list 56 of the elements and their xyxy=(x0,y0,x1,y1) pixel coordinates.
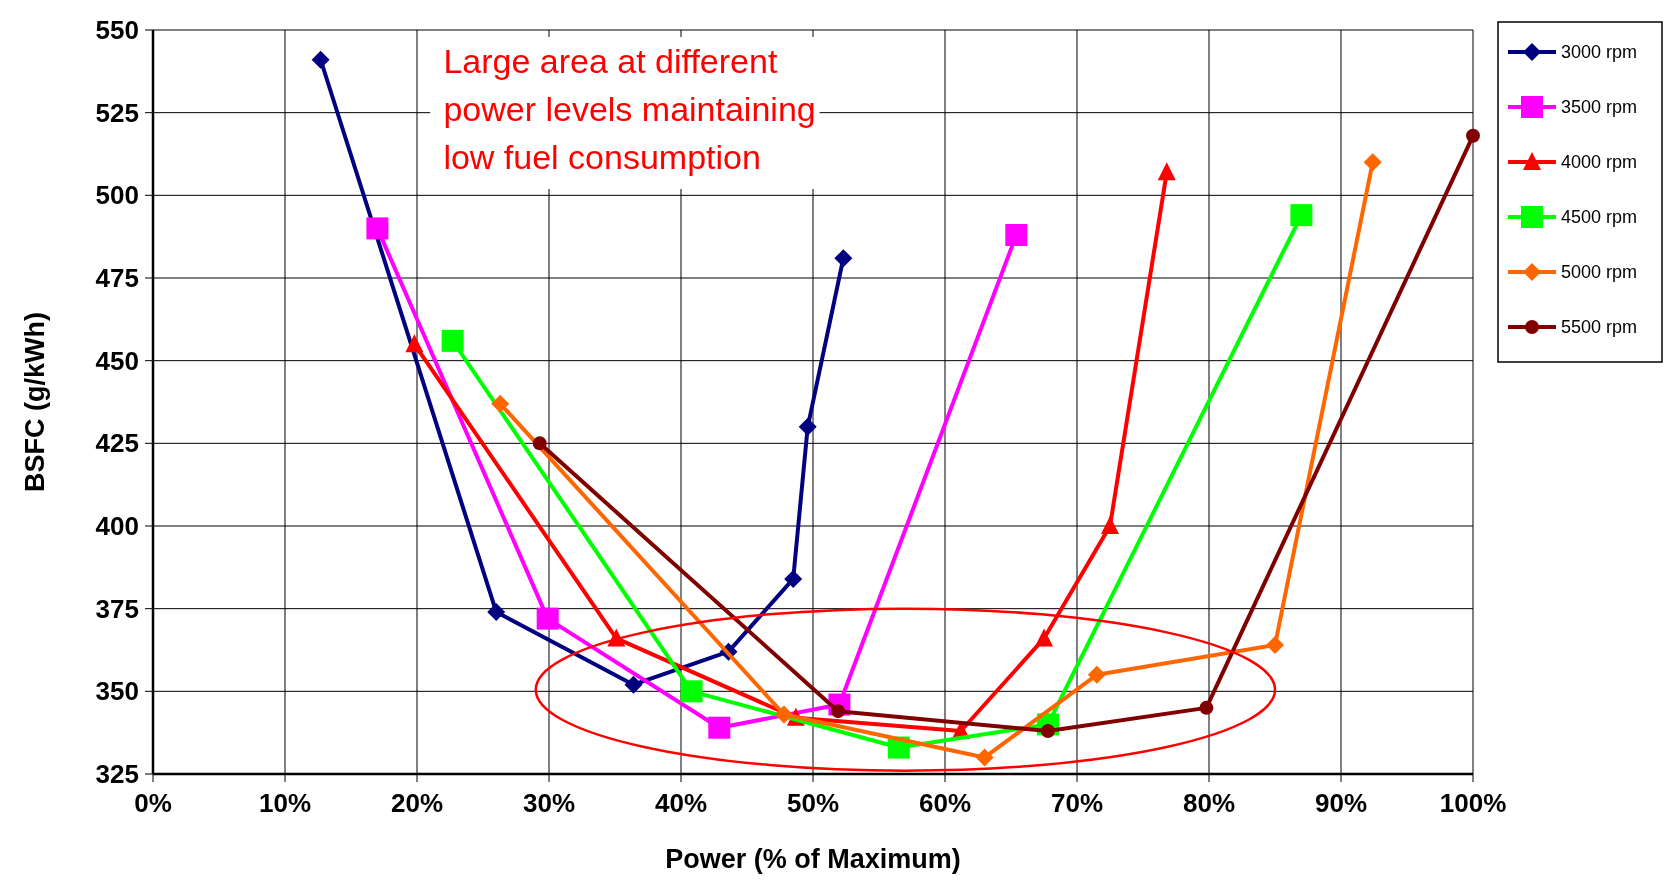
annotation: Large area at different power levels maintaining low fuel consumption xyxy=(443,41,816,176)
y-tick-label: 400 xyxy=(95,511,139,541)
y-tick-label: 500 xyxy=(95,180,139,211)
x-tick-label: 90% xyxy=(1314,788,1368,818)
y-tick-label: 350 xyxy=(95,676,139,707)
x-tick-label: 50% xyxy=(786,788,840,818)
point xyxy=(624,675,643,694)
point xyxy=(366,217,389,240)
point xyxy=(1157,162,1176,181)
point xyxy=(774,705,793,724)
point xyxy=(798,417,817,436)
x-tick-label: 20% xyxy=(390,788,444,818)
y-tick-label: 325 xyxy=(95,759,139,789)
point xyxy=(1466,128,1480,143)
x-tick-label: 100% xyxy=(1439,788,1507,818)
point xyxy=(441,329,464,352)
point xyxy=(536,607,559,630)
point xyxy=(1005,224,1028,247)
legend-label: 5000 rpm xyxy=(1561,262,1638,282)
x-tick-label: 60% xyxy=(918,788,972,818)
x-tick-label: 40% xyxy=(654,788,708,818)
point xyxy=(834,249,853,268)
point xyxy=(784,569,803,588)
point xyxy=(1087,665,1106,684)
legend-label: 3000 rpm xyxy=(1561,42,1638,62)
y-tick-label: 425 xyxy=(95,428,139,459)
y-tick-label: 375 xyxy=(95,593,139,624)
point xyxy=(1363,153,1382,172)
x-axis-title: Power (% of Maximum) xyxy=(665,844,961,874)
x-tick-label: 80% xyxy=(1182,788,1236,818)
point xyxy=(1266,636,1284,655)
y-tick-label: 450 xyxy=(95,345,139,376)
y-tick-label: 550 xyxy=(95,15,139,45)
point xyxy=(311,50,330,69)
legend-label: 3500 rpm xyxy=(1561,97,1638,117)
point xyxy=(975,748,994,767)
point xyxy=(1199,700,1214,715)
point xyxy=(405,334,424,353)
point xyxy=(708,716,731,739)
point xyxy=(532,436,547,451)
legend-label: 4000 rpm xyxy=(1561,152,1638,172)
point xyxy=(1290,204,1313,227)
x-tick-label: 10% xyxy=(258,788,312,818)
y-axis-title: BSFC (g/kWh) xyxy=(20,312,50,492)
point xyxy=(680,680,703,703)
point xyxy=(491,394,510,413)
point xyxy=(1101,516,1119,534)
y-tick-label: 475 xyxy=(95,263,139,293)
x-tick-label: 70% xyxy=(1050,788,1104,818)
legend-label: 4500 rpm xyxy=(1561,207,1638,227)
x-tick-label: 30% xyxy=(522,788,576,818)
point xyxy=(487,602,506,621)
y-tick-label: 525 xyxy=(95,97,139,128)
legend-label: 5500 rpm xyxy=(1561,317,1638,337)
point xyxy=(1035,628,1053,647)
x-tick-label: 0% xyxy=(134,788,172,818)
